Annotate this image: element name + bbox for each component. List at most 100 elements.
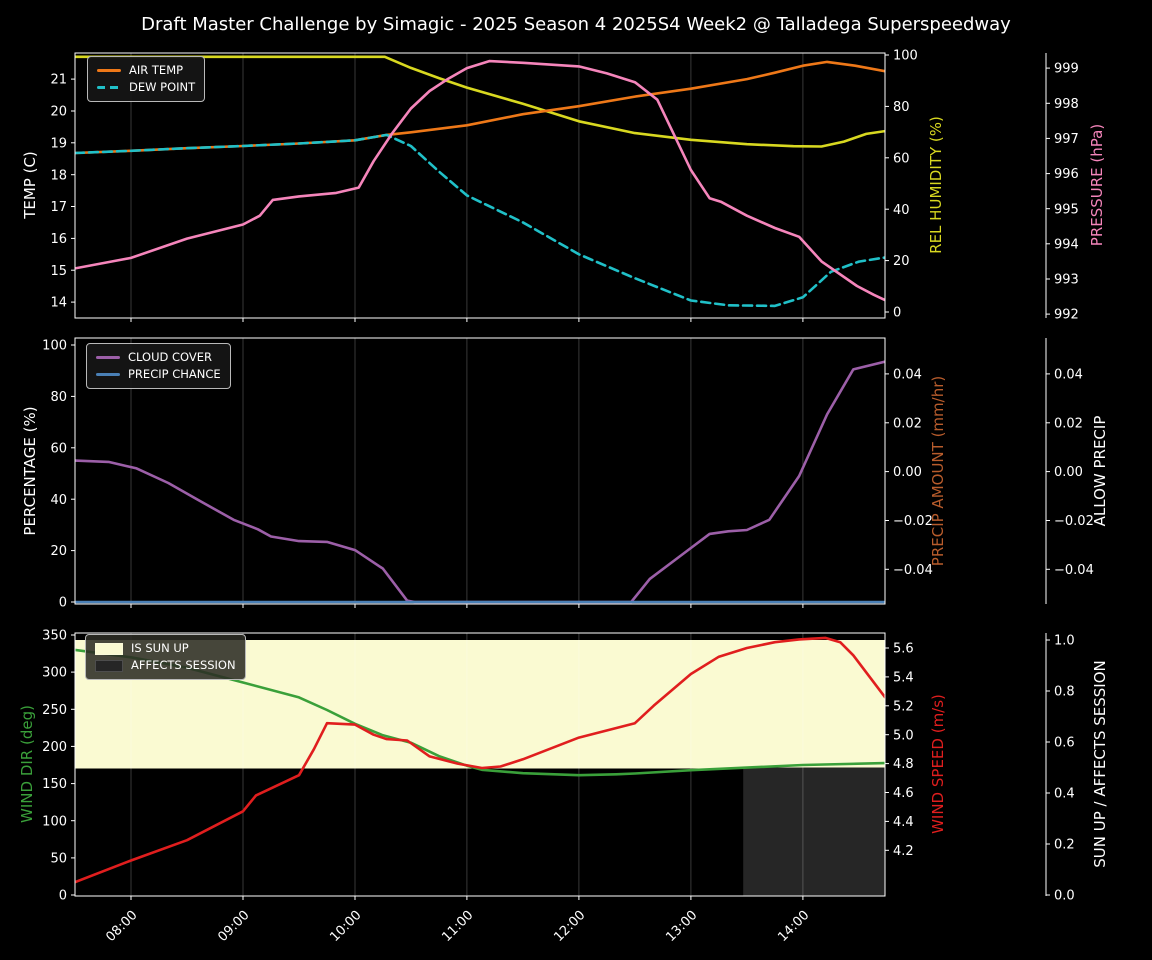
legend-item-cloud-cover: CLOUD COVER xyxy=(96,349,221,366)
wind-dir-axis-title: WIND DIR (deg) xyxy=(18,705,36,823)
tick-label: 60 xyxy=(893,151,910,166)
tick-label: 0.2 xyxy=(1054,838,1075,853)
tick-label: 250 xyxy=(42,703,67,718)
tick-label: 4.8 xyxy=(893,757,914,772)
plot-border xyxy=(74,337,886,605)
series-wind-dir xyxy=(75,648,885,777)
x-tick-label: 09:00 xyxy=(215,908,252,945)
legend-item-precip-chance: PRECIP CHANCE xyxy=(96,366,221,383)
x-tick-label: 10:00 xyxy=(327,908,364,945)
tick-label: 300 xyxy=(42,666,67,681)
tick-label: 0.02 xyxy=(893,416,922,431)
tick-label: 4.4 xyxy=(893,815,914,830)
legend-label: PRECIP CHANCE xyxy=(128,367,221,381)
tick-label: 50 xyxy=(50,851,67,866)
tick-label: 16 xyxy=(50,232,67,247)
precip-chance-swatch xyxy=(96,373,120,376)
tick-label: 5.4 xyxy=(893,670,914,685)
wind-speed-axis-title: WIND SPEED (m/s) xyxy=(929,694,947,834)
series-rel-humidity xyxy=(75,55,885,148)
legend-label: DEW POINT xyxy=(129,80,196,94)
tick-label: 5.0 xyxy=(893,728,914,743)
plot-border xyxy=(74,632,886,897)
tick-label: 14 xyxy=(50,296,67,311)
tick-label: 0.00 xyxy=(893,465,922,480)
tick-label: 40 xyxy=(50,493,67,508)
tick-label: 0.4 xyxy=(1054,787,1075,802)
series-wind-speed xyxy=(75,636,885,884)
tick-label: 0.0 xyxy=(1054,889,1075,904)
tick-label: 100 xyxy=(42,814,67,829)
tick-label: −0.02 xyxy=(1054,514,1094,529)
tick-label: 0 xyxy=(893,306,901,321)
is-sun-up-swatch xyxy=(95,642,123,655)
legend-label: CLOUD COVER xyxy=(128,350,213,364)
tick-label: 100 xyxy=(42,339,67,354)
tick-label: 992 xyxy=(1054,308,1079,323)
x-tick-label: 14:00 xyxy=(775,908,812,945)
tick-label: 0.6 xyxy=(1054,736,1075,751)
tick-label: 0 xyxy=(59,889,67,904)
tick-label: 5.6 xyxy=(893,642,914,657)
tick-label: 999 xyxy=(1054,62,1079,77)
tick-label: 996 xyxy=(1054,167,1079,182)
affects-session-band xyxy=(743,767,885,896)
tick-label: 0.02 xyxy=(1054,416,1083,431)
precip-amount-axis-title: PRECIP AMOUNT (mm/hr) xyxy=(929,375,947,567)
x-tick-label: 08:00 xyxy=(103,908,140,945)
affects-session-swatch xyxy=(95,659,123,672)
tick-label: 997 xyxy=(1054,132,1079,147)
legend-item-is-sun-up: IS SUN UP xyxy=(95,640,236,657)
series-dew-point xyxy=(75,133,885,308)
tick-label: 0.00 xyxy=(1054,465,1083,480)
percentage-axis-title: PERCENTAGE (%) xyxy=(21,406,39,536)
tick-label: 995 xyxy=(1054,202,1079,217)
tick-label: 993 xyxy=(1054,273,1079,288)
tick-label: 18 xyxy=(50,168,67,183)
tick-label: 0.04 xyxy=(1054,367,1083,382)
tick-label: 5.2 xyxy=(893,699,914,714)
tick-label: −0.04 xyxy=(1054,563,1094,578)
tick-label: 60 xyxy=(50,441,67,456)
series-cloud-cover xyxy=(75,360,885,604)
legend-label: AIR TEMP xyxy=(129,63,184,77)
tick-label: 0.04 xyxy=(893,367,922,382)
temperature-legend: AIR TEMP DEW POINT xyxy=(87,56,206,102)
tick-label: 1.0 xyxy=(1054,634,1075,649)
sun-affects-axis-title: SUN UP / AFFECTS SESSION xyxy=(1091,660,1109,868)
tick-label: 20 xyxy=(893,254,910,269)
humidity-axis-title: REL HUMIDITY (%) xyxy=(927,116,945,254)
tick-label: 20 xyxy=(50,544,67,559)
allow-precip-axis-title: ALLOW PRECIP xyxy=(1091,415,1109,527)
tick-label: 0 xyxy=(59,596,67,611)
x-tick-label: 13:00 xyxy=(663,908,700,945)
cloud-cover-swatch xyxy=(96,356,120,359)
air-temp-swatch xyxy=(97,69,121,72)
legend-item-air-temp: AIR TEMP xyxy=(97,62,195,79)
tick-label: 80 xyxy=(50,390,67,405)
tick-label: 17 xyxy=(50,200,67,215)
tick-label: 15 xyxy=(50,264,67,279)
sun-legend: IS SUN UP AFFECTS SESSION xyxy=(85,634,246,680)
tick-label: 40 xyxy=(893,203,910,218)
pressure-axis-title: PRESSURE (hPa) xyxy=(1088,123,1106,247)
x-tick-label: 11:00 xyxy=(439,908,476,945)
tick-label: 350 xyxy=(42,629,67,644)
tick-label: 20 xyxy=(50,105,67,120)
temp-axis-title: TEMP (C) xyxy=(21,151,39,219)
precip-legend: CLOUD COVER PRECIP CHANCE xyxy=(86,343,231,389)
tick-label: 100 xyxy=(893,49,918,64)
tick-label: 4.6 xyxy=(893,786,914,801)
tick-label: 998 xyxy=(1054,97,1079,112)
tick-label: 200 xyxy=(42,740,67,755)
tick-label: 4.2 xyxy=(893,844,914,859)
legend-item-affects-session: AFFECTS SESSION xyxy=(95,657,236,674)
legend-label: IS SUN UP xyxy=(131,641,189,655)
tick-label: 21 xyxy=(50,73,67,88)
tick-label: −0.02 xyxy=(893,514,933,529)
dew-point-swatch xyxy=(97,86,121,89)
x-tick-label: 12:00 xyxy=(551,908,588,945)
legend-item-dew-point: DEW POINT xyxy=(97,79,195,96)
